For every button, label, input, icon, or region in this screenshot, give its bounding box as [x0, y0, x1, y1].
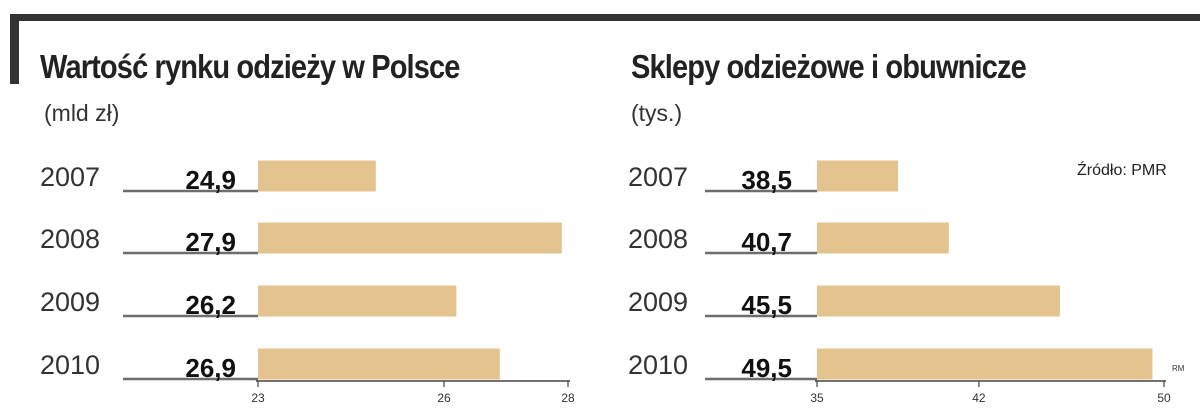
author-mark: RM — [1172, 364, 1185, 373]
year-label: 2010 — [628, 350, 688, 380]
bar-2009 — [817, 285, 1060, 317]
year-label: 2009 — [40, 287, 100, 317]
value-label: 40,7 — [741, 227, 792, 257]
x-tick-label: 50 — [1157, 391, 1171, 405]
frame-top-rule — [10, 14, 1200, 21]
chart-1-title: Wartość rynku odzieży w Polsce — [40, 48, 460, 85]
chart-2-unit: (tys.) — [631, 100, 683, 126]
bar-2007 — [258, 160, 376, 192]
bar-2008 — [258, 222, 562, 254]
year-label: 2008 — [628, 224, 688, 254]
bar-2009 — [258, 285, 457, 317]
value-label: 24,9 — [185, 165, 236, 195]
value-label: 38,5 — [741, 165, 792, 195]
frame-left-rule — [10, 14, 19, 84]
value-label: 27,9 — [185, 227, 236, 257]
year-label: 2007 — [40, 162, 100, 192]
value-label: 45,5 — [741, 290, 792, 320]
bar-2010 — [817, 348, 1153, 380]
chart-1-unit: (mld zł) — [44, 100, 120, 126]
bar-2007 — [817, 160, 898, 192]
x-tick-label: 23 — [251, 391, 265, 405]
chart-2: 2007 38,5 2008 40,7 2009 45,5 2010 49,5 35 42 50 — [628, 160, 1171, 405]
source-note: Źródło: PMR — [1077, 162, 1167, 179]
x-tick-label: 28 — [561, 391, 575, 405]
bar-2010 — [258, 348, 500, 380]
value-label: 26,9 — [185, 353, 236, 383]
chart-2-title: Sklepy odzieżowe i obuwnicze — [631, 48, 1027, 85]
year-label: 2008 — [40, 224, 100, 254]
x-tick-label: 42 — [972, 391, 986, 405]
x-tick-label: 35 — [810, 391, 824, 405]
year-label: 2009 — [628, 287, 688, 317]
value-label: 49,5 — [741, 353, 792, 383]
chart-1: 2007 24,9 2008 27,9 2009 26,2 2010 26,9 23 26 28 — [40, 160, 575, 405]
x-tick-label: 26 — [437, 391, 451, 405]
bar-2008 — [817, 222, 949, 254]
year-label: 2010 — [40, 350, 100, 380]
value-label: 26,2 — [185, 290, 236, 320]
year-label: 2007 — [628, 162, 688, 192]
